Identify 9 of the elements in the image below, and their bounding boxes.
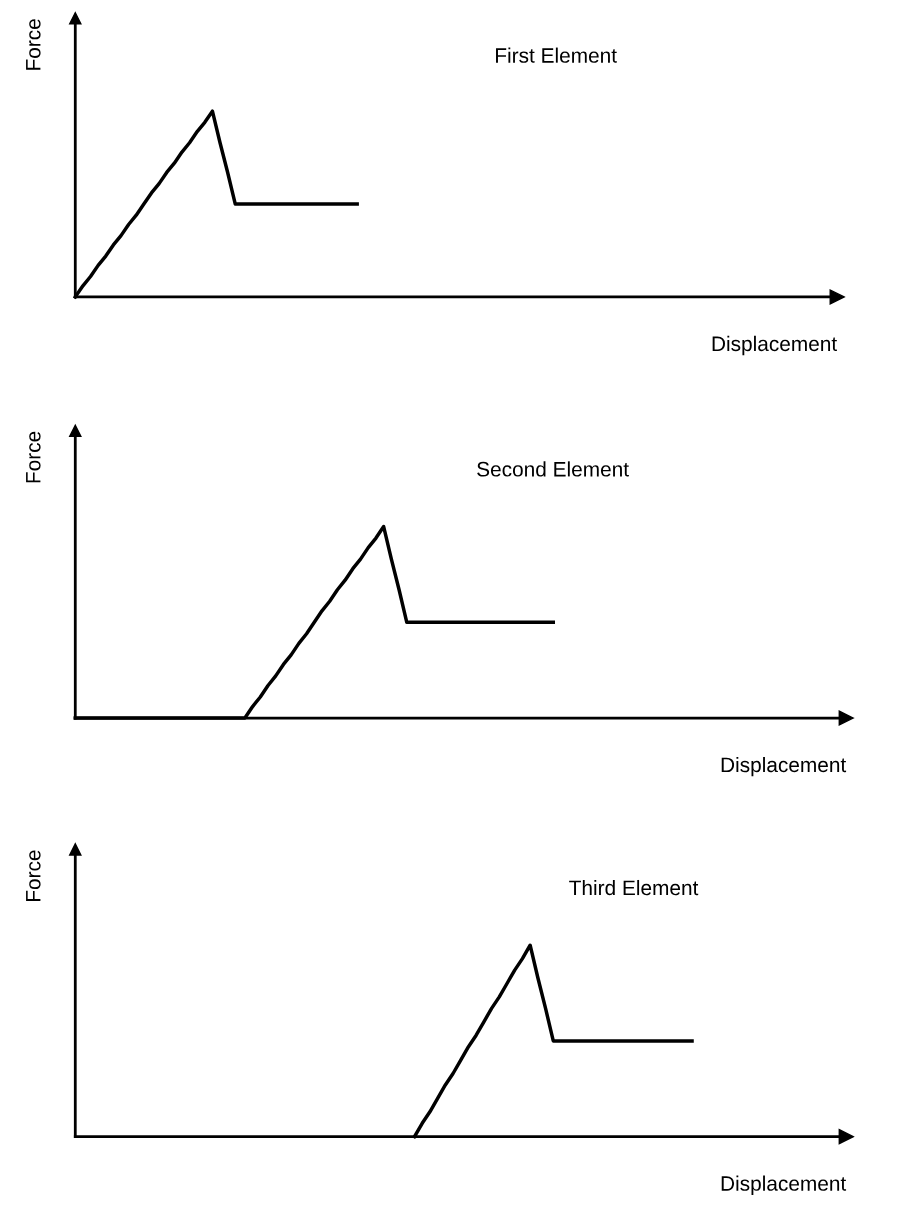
y-axis-title: Force — [26, 431, 41, 483]
y-axis-title: Force — [26, 850, 41, 902]
y-axis-title: Force — [26, 19, 41, 70]
x-axis-title: Displacement — [721, 1175, 847, 1195]
x-axis-title: Displacement — [712, 335, 838, 356]
chart-title: First Element — [496, 47, 617, 63]
chart-title: Second Element — [477, 461, 629, 477]
x-axis-title: Displacement — [721, 756, 847, 777]
chart-title: Third Element — [569, 879, 699, 896]
